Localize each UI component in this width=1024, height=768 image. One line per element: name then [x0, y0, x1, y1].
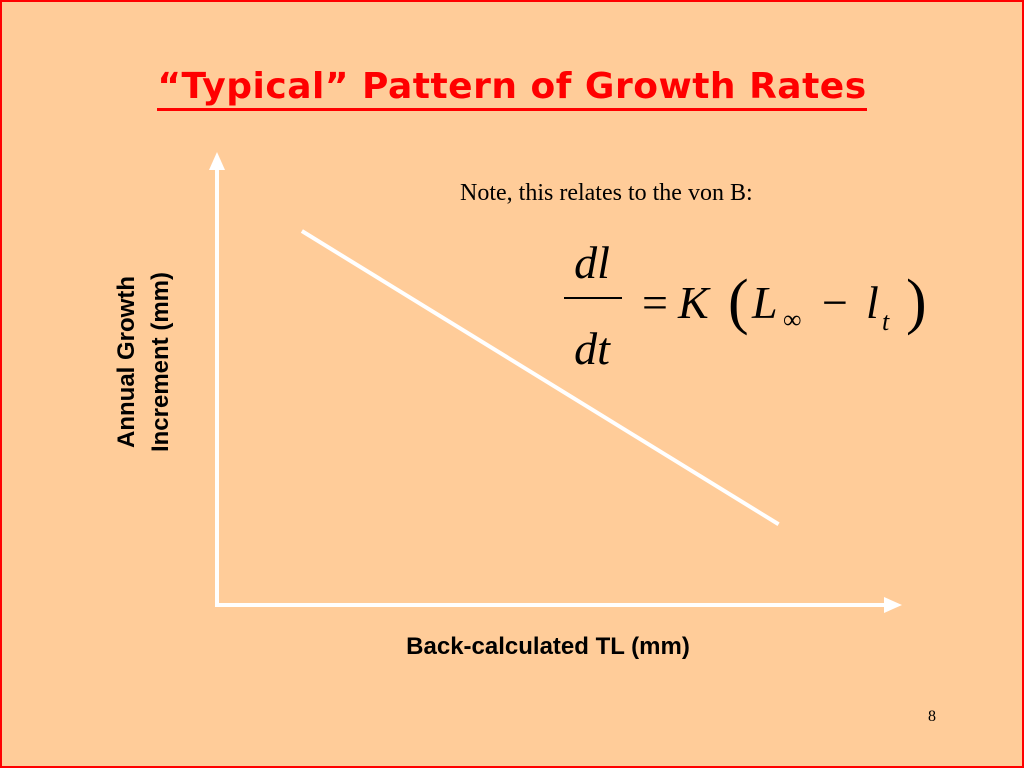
note-text: Note, this relates to the von B: — [460, 180, 753, 206]
eq-paren-close: ) — [906, 268, 927, 336]
y-axis-label-line-2: Increment (mm) — [147, 271, 174, 453]
x-axis-label: Back-calculated TL (mm) — [406, 633, 690, 660]
growth-rate-line — [300, 229, 780, 526]
y-axis-arrow-icon — [209, 152, 225, 170]
eq-t-subscript: t — [882, 307, 890, 336]
page-number: 8 — [928, 708, 936, 725]
x-axis-arrow-icon — [884, 597, 902, 613]
eq-equals: = — [642, 277, 668, 328]
eq-minus: − — [822, 277, 848, 328]
eq-L: L — [751, 277, 778, 328]
eq-paren-open: ( — [728, 268, 749, 336]
eq-infinity: ∞ — [783, 305, 802, 334]
eq-K: K — [677, 277, 711, 328]
eq-numerator: dl — [574, 237, 610, 288]
eq-l: l — [866, 277, 879, 328]
y-axis-label-line-1: Annual Growth — [113, 276, 140, 448]
eq-denominator: dt — [574, 323, 611, 374]
slide-title-text: “Typical” Pattern of Growth Rates — [157, 66, 867, 111]
von-bertalanffy-equation: dl dt = K ( L ∞ − l t ) — [564, 237, 927, 374]
slide-title: “Typical” Pattern of Growth Rates — [0, 66, 1024, 111]
series-layer — [300, 229, 780, 526]
y-axis-label: Annual Growth Increment (mm) — [110, 272, 178, 452]
